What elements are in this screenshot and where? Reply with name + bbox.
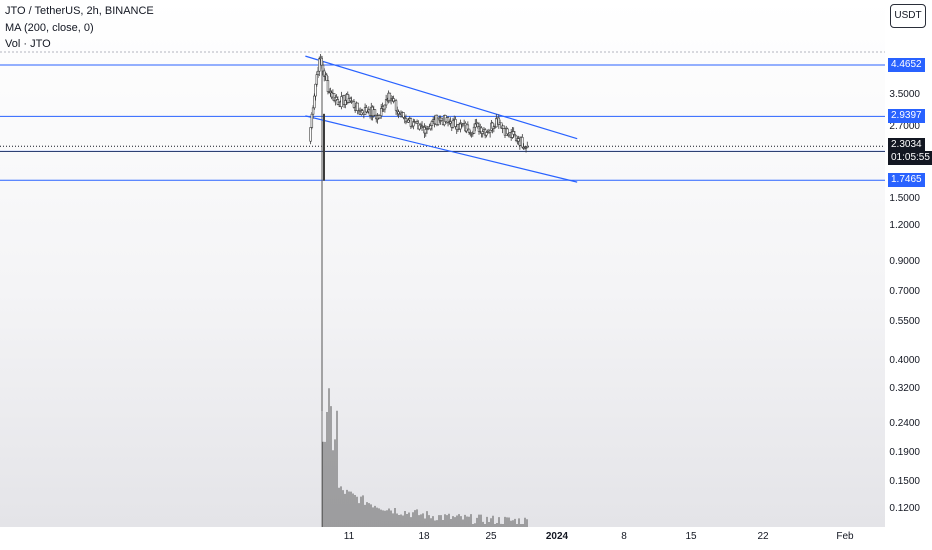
candle-body [466,124,470,130]
candle-body [325,74,328,81]
candle-body [344,100,347,105]
candle-body [397,111,400,115]
price-axis-tick-label: 1.2000 [889,220,920,232]
price-axis-tick-label: 0.9000 [889,255,920,267]
candle-body [407,119,410,123]
price-axis[interactable] [885,0,932,550]
candle-body [365,107,368,113]
candle-body [394,100,398,111]
time-axis-tick-label: 11 [343,531,355,542]
price-axis-tick-label: 1.5000 [889,192,920,204]
candle-body [430,121,434,126]
time-axis-tick-label: 2024 [545,531,569,542]
candle-body [524,147,528,149]
candle-body [349,98,352,102]
level-price-tag: 2.9397 [888,109,925,124]
candle-body [517,138,520,142]
candle-body [318,58,321,72]
price-axis-tick-label: 0.2400 [889,417,920,429]
price-axis-tick-label: 0.1900 [889,446,920,458]
bar-countdown: 01:05:55 [888,151,932,166]
candle-body [506,128,509,135]
candle-body [310,113,314,128]
candle-body [392,98,395,102]
candle-body [373,109,377,116]
price-axis-tick-label: 2.7000 [889,120,920,132]
candle-body [402,112,405,118]
candle-body [526,145,529,148]
time-axis-tick-label: 25 [485,531,497,542]
candle-body [467,128,471,133]
price-axis-tick-label: 3.5000 [889,88,920,100]
candle-body [440,117,444,121]
candle-body [352,101,356,108]
candle-body [495,117,498,128]
time-axis-tick-label: 22 [757,531,769,542]
price-axis-tick-label: 0.4000 [889,355,920,367]
candle-body [326,80,330,92]
current-price-tag: 2.3034 [888,138,925,153]
candle-body [485,132,488,136]
time-axis-tick-label: Feb [836,531,854,542]
time-axis[interactable] [0,527,885,550]
candle-body [476,123,479,128]
candle-body [314,83,317,97]
candle-body [356,102,359,111]
time-axis-tick-label: 8 [621,531,627,542]
time-axis-tick-label: 18 [418,531,430,542]
channel-upper-line [305,55,578,140]
candle-body [472,126,476,134]
candle-body [488,129,492,133]
candle-body [316,70,320,75]
candle-body [512,131,515,135]
candle-body [412,121,415,127]
price-axis-tick-label: 0.1200 [889,503,920,514]
candle-body [335,97,338,100]
candle-body [429,125,432,130]
candle-body [320,57,323,66]
time-axis-tick-label: 15 [685,531,697,542]
candle-body [321,64,325,72]
currency-badge[interactable]: USDT [890,4,926,28]
price-axis-tick-label: 0.7000 [889,286,920,298]
candle-body [481,131,484,134]
channel-lower-line [305,115,578,183]
candle-body [474,123,477,128]
candle-body [379,108,383,116]
candle-body [313,95,316,109]
level-price-tag: 4.4652 [888,58,925,72]
candle-body [451,119,455,128]
level-price-tag: 1.7465 [888,173,925,188]
candle-body [311,107,315,115]
candle-body [361,110,364,114]
candle-body [513,134,517,137]
candle-body [378,115,382,119]
candle-body [383,104,387,110]
price-axis-tick-label: 0.1500 [889,475,920,487]
candle-body [404,118,408,122]
candle-body [409,118,413,127]
chart-plot-area[interactable] [0,0,885,527]
ma-legend[interactable]: MA (200, close, 0) [5,22,94,34]
volume-legend[interactable]: Vol · JTO [5,38,51,50]
price-axis-tick-label: 0.5500 [889,316,920,328]
candle-body [521,137,524,148]
candle-body [454,119,457,127]
candle-body [309,127,312,142]
candle-body [340,96,343,108]
symbol-legend[interactable]: JTO / TetherUS, 2h, BINANCE [5,5,154,17]
price-axis-tick-label: 0.3200 [889,382,920,394]
candle-body [315,74,319,85]
candle-body [502,125,505,129]
